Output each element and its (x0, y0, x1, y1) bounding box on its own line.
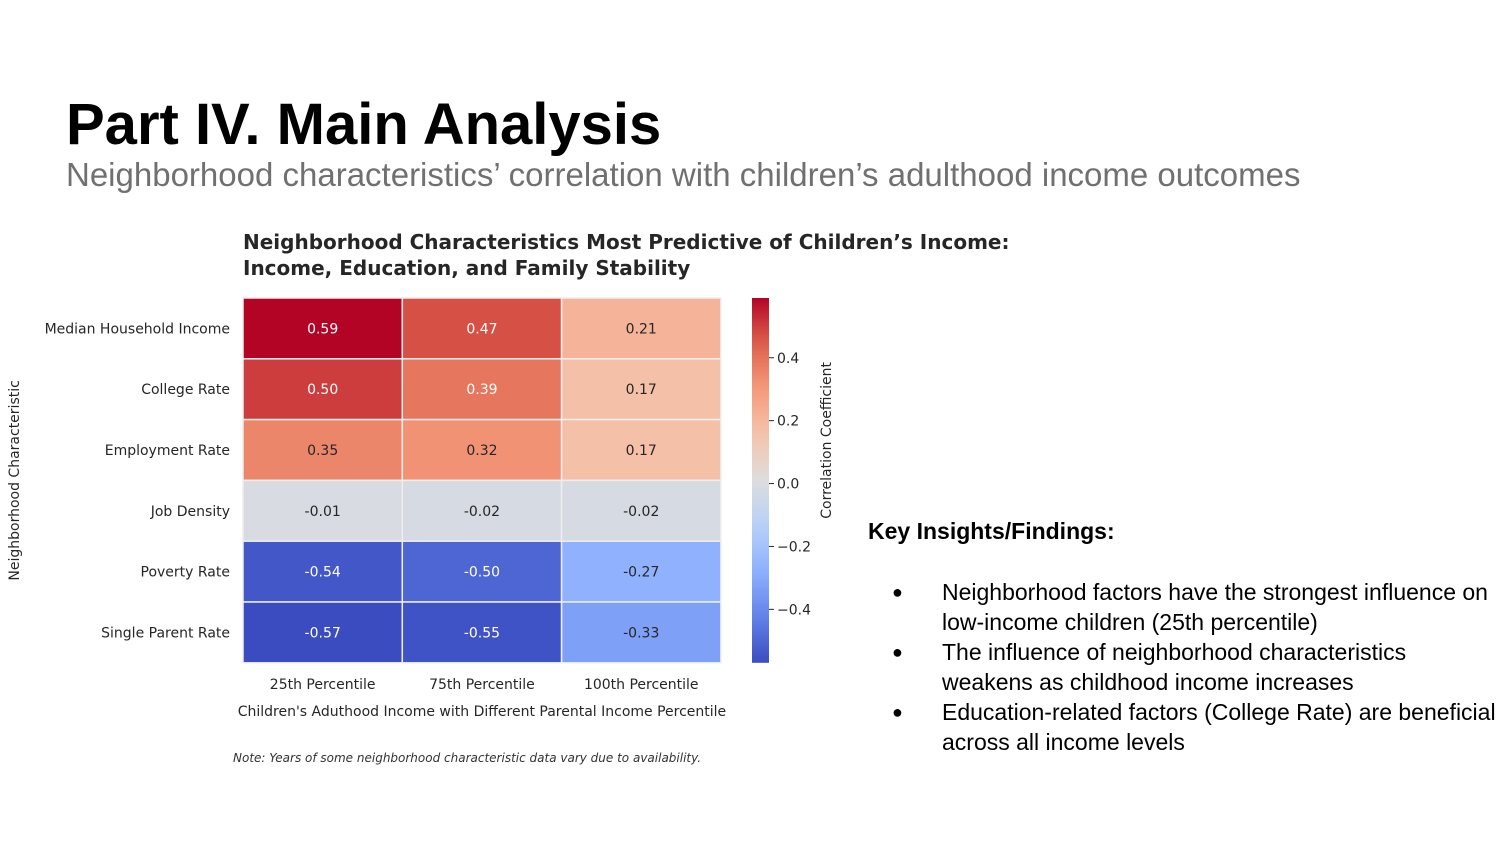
heatmap-cell (242, 297, 404, 360)
cell-value-label: -0.55 (464, 625, 500, 641)
colorbar-tick-label: −0.2 (777, 539, 811, 555)
heatmap-cell (401, 297, 563, 360)
bullet-icon: ● (892, 702, 903, 722)
cell-value-label: -0.57 (305, 625, 341, 641)
row-tick-label: College Rate (141, 382, 230, 398)
cell-value-label: -0.50 (464, 565, 500, 581)
colorbar-tick-label: −0.4 (777, 602, 811, 618)
cell-value-label: 0.32 (466, 443, 497, 459)
cell-value-label: -0.27 (623, 565, 659, 581)
heatmap-cell (242, 479, 404, 542)
cell-value-label: 0.17 (626, 382, 657, 398)
heatmap-cell (401, 479, 563, 542)
column-tick-label: 100th Percentile (584, 677, 699, 693)
colorbar-tick-label: 0.2 (777, 414, 799, 430)
row-tick-label: Poverty Rate (141, 565, 231, 581)
x-axis-label: Children's Aduthood Income with Differen… (238, 704, 726, 720)
cell-value-label: 0.59 (307, 321, 338, 337)
column-tick-label: 25th Percentile (270, 677, 376, 693)
cell-value-label: -0.54 (305, 565, 341, 581)
slide-subtitle: Neighborhood characteristics’ correlatio… (66, 156, 1301, 193)
insights-list: ● Neighborhood factors have the strongest… (888, 577, 1498, 757)
insight-text: Education-related factors (College Rate)… (942, 699, 1496, 755)
cell-value-label: 0.21 (626, 321, 657, 337)
chart-title-line-1: Neighborhood Characteristics Most Predic… (243, 230, 1010, 254)
cell-value-label: -0.33 (623, 625, 659, 641)
cell-value-label: 0.47 (466, 321, 497, 337)
insight-item: ● The influence of neighborhood character… (888, 637, 1498, 697)
slide-title: Part IV. Main Analysis (66, 92, 662, 157)
row-tick-label: Single Parent Rate (101, 625, 230, 641)
insight-item: ● Neighborhood factors have the strongest… (888, 577, 1498, 637)
heatmap-cell (560, 601, 722, 664)
heatmap-cell (560, 479, 722, 542)
row-tick-label: Employment Rate (105, 443, 230, 459)
cell-value-label: 0.50 (307, 382, 338, 398)
insight-item: ● Education-related factors (College Rate… (888, 697, 1498, 757)
insight-text: Neighborhood factors have the strongest … (942, 579, 1488, 635)
row-tick-label: Job Density (150, 504, 230, 520)
colorbar-tick-label: 0.4 (777, 351, 799, 367)
heatmap-chart: 0.59 0.47 0.21 0.50 0.39 0.17 0.35 0.32 0.17 -0.0… (7, 297, 835, 720)
chart-title: Neighborhood Characteristics Most Predic… (243, 229, 1009, 281)
cell-value-label: 0.17 (626, 443, 657, 459)
cell-value-label: 0.35 (307, 443, 338, 459)
cell-value-label: -0.02 (623, 504, 659, 520)
heatmap-cell (401, 601, 563, 664)
chart-note: Note: Years of some neighborhood charact… (233, 751, 702, 765)
bullet-icon: ● (892, 582, 903, 602)
cell-value-label: -0.01 (305, 504, 341, 520)
chart-title-line-2: Income, Education, and Family Stability (243, 256, 691, 280)
heatmap-cell (560, 297, 722, 360)
colorbar (752, 298, 769, 663)
bullet-icon: ● (892, 642, 903, 662)
heatmap-cell (242, 601, 404, 664)
cell-value-label: -0.02 (464, 504, 500, 520)
heatmap-cell (242, 418, 404, 482)
heatmap-cell (560, 418, 722, 482)
colorbar-tick-label: 0.0 (777, 477, 799, 493)
insight-text: The influence of neighborhood characteri… (942, 639, 1407, 695)
insights-heading: Key Insights/Findings: (868, 518, 1115, 544)
row-tick-label: Median Household Income (45, 321, 230, 337)
cell-value-label: 0.39 (466, 382, 497, 398)
column-tick-label: 75th Percentile (429, 677, 535, 693)
y-axis-label: Neighborhood Characteristic (7, 380, 23, 580)
heatmap-cell (242, 358, 404, 421)
colorbar-label: Correlation Coefficient (819, 362, 835, 519)
